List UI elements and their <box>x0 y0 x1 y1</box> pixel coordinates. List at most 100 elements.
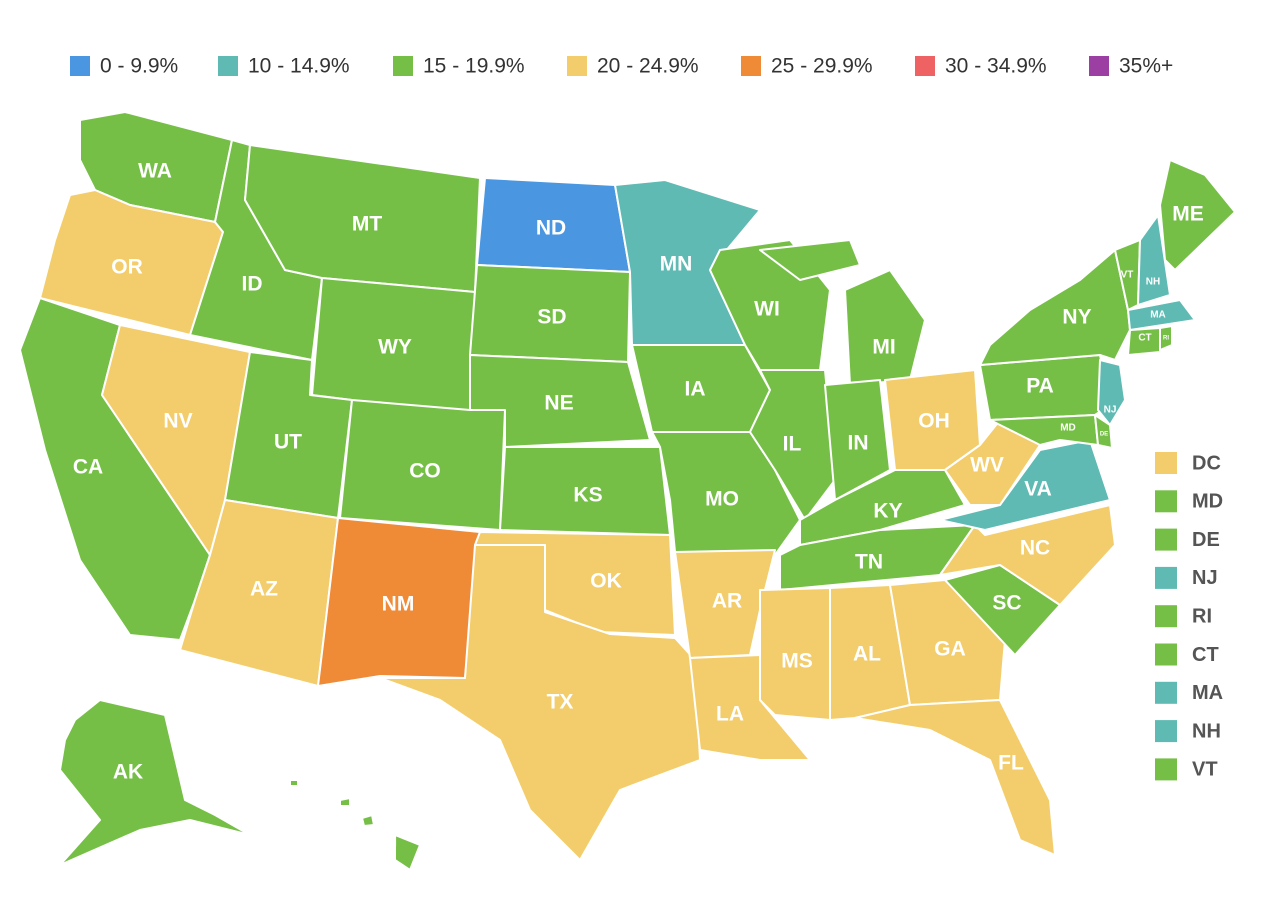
state: AR <box>674 549 776 659</box>
small-state-swatch <box>1155 681 1177 704</box>
state: MD <box>989 414 1099 446</box>
state-shape <box>1137 214 1171 306</box>
state-label: RI <box>1163 336 1169 342</box>
state-shape <box>339 797 351 807</box>
state-shape <box>979 249 1131 366</box>
small-state-swatch <box>1155 490 1177 513</box>
state: IL <box>749 369 836 521</box>
state-label: MO <box>705 488 739 511</box>
state-shape <box>1127 299 1196 331</box>
small-state-label: NH <box>1192 720 1221 742</box>
state: CO <box>339 399 506 531</box>
state-label: MT <box>352 213 382 236</box>
state: CT <box>1127 327 1161 356</box>
small-state-label: DC <box>1192 452 1221 474</box>
state: OH <box>884 369 981 471</box>
legend-label: 25 - 29.9% <box>771 55 873 78</box>
state-label: OR <box>111 256 143 279</box>
state: LA <box>689 654 811 761</box>
state: MT <box>244 144 481 293</box>
state: FL <box>854 699 1056 856</box>
state-shape <box>1094 414 1113 449</box>
state-label: MI <box>872 336 895 359</box>
state-label: NY <box>1062 306 1091 329</box>
state-label: DE <box>1100 432 1108 438</box>
small-state-swatch <box>1155 452 1177 474</box>
state-label: VT <box>1121 270 1134 281</box>
small-state-label: VT <box>1192 759 1218 781</box>
state-label: NJ <box>1104 405 1117 416</box>
state: AZ <box>179 499 339 687</box>
state-label: AL <box>853 643 881 666</box>
state-label: CT <box>1138 333 1151 344</box>
legend-label: 15 - 19.9% <box>423 55 525 78</box>
state: NH <box>1137 214 1171 306</box>
state-label: PA <box>1026 375 1054 398</box>
legend-label: 10 - 14.9% <box>248 55 350 78</box>
small-state-swatch <box>1155 566 1177 589</box>
state-label: OK <box>590 570 622 593</box>
legend-swatch <box>741 56 761 76</box>
state: MS <box>759 587 831 721</box>
state-shape <box>674 549 776 659</box>
state: DE <box>1094 414 1113 449</box>
state-label: FL <box>998 752 1024 775</box>
state: AK <box>59 699 251 866</box>
state: SD <box>469 264 631 363</box>
state-label: NH <box>1146 277 1160 288</box>
small-state-swatch <box>1155 605 1177 628</box>
state: MN <box>614 179 761 346</box>
state-label: IL <box>783 433 802 456</box>
legend-label: 30 - 34.9% <box>945 55 1047 78</box>
state-label: ND <box>536 217 566 240</box>
state: NY <box>979 249 1131 366</box>
state-label: TN <box>855 551 883 574</box>
legend-swatch <box>567 56 587 76</box>
state-label: CA <box>73 456 103 479</box>
state-label: WV <box>970 454 1004 477</box>
state: ND <box>476 177 631 273</box>
state-shape <box>1097 359 1126 426</box>
state: WY <box>311 277 476 416</box>
state-shape <box>854 699 1056 856</box>
legend-label: 0 - 9.9% <box>100 55 178 78</box>
state-label: GA <box>934 638 966 661</box>
legend-label: 20 - 24.9% <box>597 55 699 78</box>
state-shape <box>759 239 861 281</box>
small-state-swatch <box>1155 720 1177 743</box>
state-label: TX <box>547 691 574 714</box>
state-shape <box>1127 327 1161 356</box>
state: NV <box>101 324 251 556</box>
state: PA <box>979 354 1111 421</box>
small-state-label: RI <box>1192 605 1212 627</box>
state-shape <box>844 269 926 386</box>
small-state-label: NJ <box>1192 567 1218 589</box>
state-label: NV <box>163 410 192 433</box>
state: HI <box>289 779 421 871</box>
state: TX <box>379 544 701 861</box>
state: NJ <box>1097 359 1126 426</box>
legend-swatch <box>1089 56 1109 76</box>
legend-swatch <box>915 56 935 76</box>
state-label: HI <box>377 829 398 852</box>
small-state-label: MD <box>1192 491 1223 513</box>
state-label: AR <box>712 590 742 613</box>
state-label: SC <box>992 592 1021 615</box>
state-shape <box>59 699 251 866</box>
state-label: KS <box>573 484 602 507</box>
state-shape <box>1159 325 1173 351</box>
state-label: VA <box>1024 478 1052 501</box>
small-state-swatch <box>1155 758 1177 781</box>
state: SC <box>944 564 1061 656</box>
state: NM <box>317 517 481 687</box>
state-label: WA <box>138 160 172 183</box>
state-label: AZ <box>250 578 278 601</box>
state-label: ME <box>1172 203 1204 226</box>
state-label: MD <box>1060 423 1076 434</box>
state-label: AK <box>113 761 143 784</box>
state-shape <box>361 814 375 827</box>
legend-swatch <box>393 56 413 76</box>
legend-label: 35%+ <box>1119 55 1173 78</box>
state-label: UT <box>274 431 302 454</box>
state-label: KY <box>873 500 902 523</box>
